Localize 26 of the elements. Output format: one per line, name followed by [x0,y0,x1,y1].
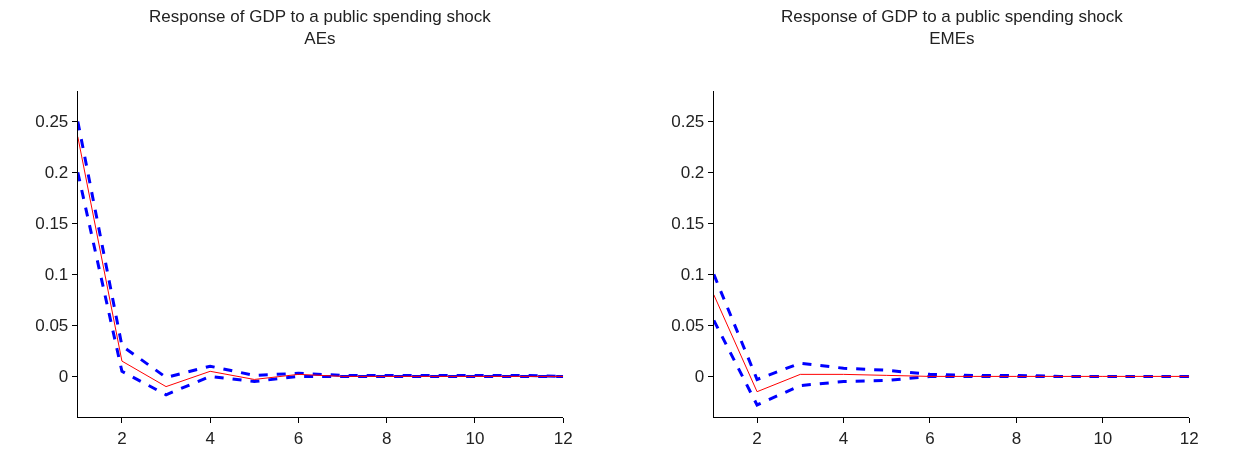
x-tick-label: 12 [1179,428,1199,448]
y-tick-label: 0.15 [35,214,69,234]
x-tick-label: 10 [1093,428,1113,448]
y-tick-label: 0.25 [671,112,705,132]
x-tick-label: 10 [465,428,485,448]
y-tick-label: 0.1 [680,265,705,285]
x-tick-label: 8 [1011,428,1022,448]
y-tick-label: 0.05 [671,316,705,336]
chart-title: Response of GDP to a public spending shock EMEs [781,7,1124,49]
y-tick-label: 0.2 [680,163,705,183]
x-tick-label: 4 [205,428,215,448]
x-tick-label: 6 [293,428,304,448]
y-tick-label: 0.1 [44,265,69,285]
x-tick-label: 4 [838,428,849,448]
y-tick-label: 0.15 [671,214,705,234]
chart-title: Response of GDP to a public spending shock AEs [149,7,492,49]
x-tick-label: 8 [381,428,392,448]
x-tick-label: 6 [925,428,935,448]
y-tick-label: 0.2 [44,163,69,183]
x-tick-label: 2 [117,428,127,448]
x-tick-label: 12 [553,428,573,448]
y-tick-label: 0 [694,367,705,387]
x-tick-label: 2 [752,428,762,448]
y-tick-label: 0 [58,367,69,387]
y-tick-label: 0.25 [35,112,69,132]
y-tick-label: 0.05 [35,316,69,336]
